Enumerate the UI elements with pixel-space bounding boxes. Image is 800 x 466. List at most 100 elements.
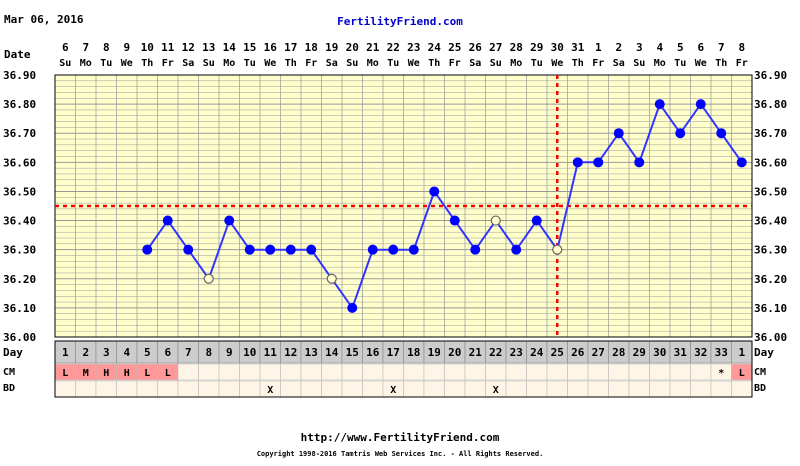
day-number: 9 bbox=[226, 346, 233, 359]
y-tick-label-right: 36.70 bbox=[754, 127, 787, 140]
cm-cell bbox=[177, 363, 199, 381]
temperature-point bbox=[449, 215, 460, 226]
date-number: 14 bbox=[223, 41, 237, 54]
weekday-label: Th bbox=[715, 58, 727, 69]
cm-cell bbox=[649, 363, 671, 381]
y-tick-label-left: 36.10 bbox=[3, 302, 36, 315]
y-tick-label-left: 36.80 bbox=[3, 98, 36, 111]
y-tick-labels: 36.90 36.90 36.80 36.80 36.70 36.70 36.60 36.60… bbox=[3, 69, 787, 344]
y-tick-label-left: 36.00 bbox=[3, 331, 36, 344]
y-tick-label-right: 36.80 bbox=[754, 98, 787, 111]
date-number: 29 bbox=[530, 41, 543, 54]
date-number: 10 bbox=[141, 41, 154, 54]
temperature-point bbox=[162, 215, 173, 226]
day-number: 3 bbox=[103, 346, 110, 359]
cm-cell bbox=[444, 363, 466, 381]
temperature-point bbox=[675, 128, 686, 139]
temperature-point bbox=[142, 244, 153, 255]
bd-cell bbox=[444, 380, 466, 398]
bd-cell bbox=[280, 380, 302, 398]
bottom-rows: 1 L 2 M 3 H 4 H 5 L 6 L 7 8 9 10 11 X 12 13 14 15 16 17 X 18 19 20 2… bbox=[54, 340, 753, 398]
cm-value: H bbox=[124, 368, 130, 379]
reference-lines bbox=[55, 75, 752, 337]
weekday-label: Fr bbox=[449, 58, 461, 69]
date-number: 4 bbox=[656, 41, 663, 54]
y-tick-label-right: 36.50 bbox=[754, 185, 787, 198]
bd-cell bbox=[587, 380, 609, 398]
chart-date: Mar 06, 2016 bbox=[4, 13, 84, 26]
bd-cell bbox=[116, 380, 138, 398]
cm-cell bbox=[423, 363, 445, 381]
day-number: 29 bbox=[633, 346, 646, 359]
bd-cell bbox=[95, 380, 117, 398]
y-tick-label-left: 36.50 bbox=[3, 185, 36, 198]
bd-cell bbox=[608, 380, 630, 398]
temperature-point bbox=[470, 244, 481, 255]
bd-cell bbox=[362, 380, 384, 398]
temperature-point bbox=[265, 244, 276, 255]
weekday-label: Sa bbox=[469, 58, 481, 69]
weekday-label: Sa bbox=[613, 58, 625, 69]
y-tick-label-left: 36.70 bbox=[3, 127, 36, 140]
bd-cell bbox=[505, 380, 527, 398]
day-number: 21 bbox=[469, 346, 483, 359]
weekday-label: Su bbox=[633, 58, 645, 69]
cm-cell bbox=[280, 363, 302, 381]
temperature-point bbox=[388, 244, 399, 255]
weekday-label: We bbox=[121, 58, 133, 69]
temperature-point bbox=[183, 244, 194, 255]
day-number: 30 bbox=[653, 346, 666, 359]
temperature-series bbox=[142, 99, 747, 313]
date-number: 30 bbox=[551, 41, 564, 54]
day-number: 15 bbox=[346, 346, 359, 359]
y-tick-label-left: 36.40 bbox=[3, 215, 36, 228]
weekday-label: Su bbox=[490, 58, 502, 69]
bd-cell bbox=[423, 380, 445, 398]
bd-cell bbox=[546, 380, 568, 398]
weekday-label: Tu bbox=[531, 58, 543, 69]
weekday-label: Sa bbox=[182, 58, 194, 69]
date-number: 23 bbox=[407, 41, 420, 54]
day-number: 2 bbox=[82, 346, 89, 359]
bd-cell bbox=[690, 380, 712, 398]
cm-cell bbox=[608, 363, 630, 381]
weekday-label: Fr bbox=[736, 58, 748, 69]
temperature-point bbox=[285, 244, 296, 255]
day-number: 12 bbox=[284, 346, 297, 359]
temperature-point bbox=[716, 128, 727, 139]
temperature-point bbox=[224, 215, 235, 226]
cm-cell bbox=[485, 363, 507, 381]
day-number: 7 bbox=[185, 346, 192, 359]
cm-cell bbox=[341, 363, 363, 381]
date-number: 2 bbox=[615, 41, 622, 54]
temperature-point bbox=[572, 157, 583, 168]
cm-value: M bbox=[83, 368, 89, 379]
y-tick-label-left: 36.60 bbox=[3, 156, 36, 169]
y-tick-label-right: 36.30 bbox=[754, 244, 787, 257]
weekday-label: Th bbox=[285, 58, 297, 69]
date-number: 25 bbox=[448, 41, 461, 54]
weekday-label: Fr bbox=[162, 58, 174, 69]
weekday-label: Th bbox=[572, 58, 584, 69]
weekday-label: Tu bbox=[674, 58, 686, 69]
footer-copyright: Copyright 1998-2016 Tamtris Web Services… bbox=[257, 450, 544, 458]
date-number: 9 bbox=[123, 41, 130, 54]
date-number: 6 bbox=[62, 41, 69, 54]
day-number: 19 bbox=[428, 346, 441, 359]
cm-value: * bbox=[718, 368, 724, 379]
date-number: 21 bbox=[366, 41, 380, 54]
footer-link[interactable]: http://www.FertilityFriend.com bbox=[301, 431, 500, 444]
day-number: 23 bbox=[510, 346, 523, 359]
weekday-label: Th bbox=[141, 58, 153, 69]
bd-cell bbox=[403, 380, 425, 398]
cm-value: H bbox=[103, 368, 109, 379]
day-number: 10 bbox=[243, 346, 256, 359]
weekday-label: Su bbox=[346, 58, 358, 69]
y-tick-label-left: 36.90 bbox=[3, 69, 36, 82]
cm-cell bbox=[526, 363, 548, 381]
temperature-point bbox=[654, 99, 665, 110]
cm-cell bbox=[382, 363, 404, 381]
date-number: 7 bbox=[718, 41, 725, 54]
date-number: 16 bbox=[264, 41, 278, 54]
day-number: 32 bbox=[694, 346, 707, 359]
